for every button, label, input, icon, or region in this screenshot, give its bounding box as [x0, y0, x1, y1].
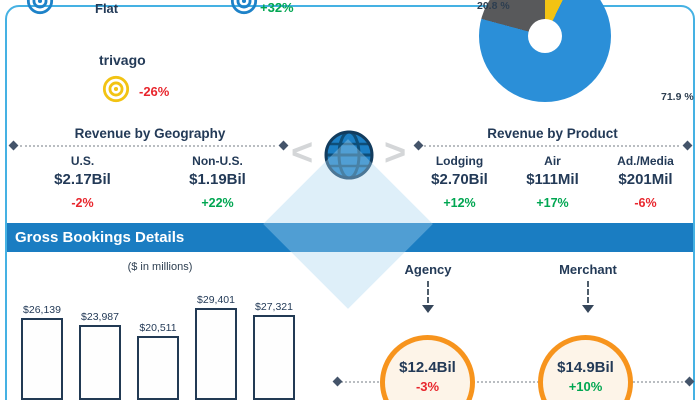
dotted-divider: [341, 381, 687, 383]
stat-value: $1.19Bil: [189, 171, 246, 188]
stat-change: -2%: [71, 196, 94, 210]
arrow-down-icon: [422, 305, 434, 313]
merchant-value: $14.9Bil: [557, 359, 614, 376]
stat-us: U.S. $2.17Bil -2%: [15, 154, 150, 210]
stat-label: U.S.: [70, 154, 95, 168]
flat-label: Flat: [95, 1, 119, 16]
gross-bookings-bar-chart: $26,139 $23,987 $20,511 $29,401 $27,321: [13, 289, 308, 400]
section-title-product: Revenue by Product: [487, 126, 618, 141]
dotted-divider: [424, 145, 679, 147]
bar-value-label: $27,321: [255, 300, 293, 313]
bar-column: $26,139: [13, 304, 71, 400]
section-banner: Gross Bookings Details: [7, 223, 693, 252]
bar: [21, 318, 63, 400]
agency-change: -3%: [415, 379, 440, 394]
product-stats: Lodging $2.70Bil +12% Air $111Mil +17% A…: [413, 154, 692, 210]
arrow-down-icon: [582, 305, 594, 313]
stat-change: +17%: [536, 196, 569, 210]
metric-change: +32%: [260, 0, 294, 15]
stat-lodging: Lodging $2.70Bil +12%: [413, 154, 506, 210]
geography-stats: U.S. $2.17Bil -2% Non-U.S. $1.19Bil +22%: [15, 154, 285, 210]
bar-column: $27,321: [245, 301, 303, 400]
trivago-change: -26%: [139, 84, 170, 99]
section-title-geography: Revenue by Geography: [74, 126, 226, 141]
stat-change: +12%: [443, 196, 476, 210]
dashed-arrow-line: [587, 281, 589, 303]
revenue-donut-chart: [479, 0, 611, 102]
trivago-label: trivago: [99, 52, 146, 68]
chevron-right-icon: >: [384, 132, 407, 174]
agency-label: Agency: [404, 262, 452, 277]
stat-value: $2.17Bil: [54, 171, 111, 188]
bullseye-icon: [102, 75, 130, 108]
stat-label: Non-U.S.: [192, 154, 243, 168]
bar: [253, 314, 295, 400]
stat-label: Lodging: [435, 154, 484, 168]
stat-label: Ad./Media: [617, 154, 674, 168]
bar-value-label: $26,139: [23, 304, 61, 317]
stat-value: $111Mil: [526, 171, 579, 188]
bar-value-label: $23,987: [81, 310, 119, 323]
bar-value-label: $29,401: [197, 294, 235, 306]
bar-chart-units-note: ($ in millions): [127, 261, 193, 273]
bar: [79, 324, 121, 400]
agency-value: $12.4Bil: [399, 359, 456, 376]
donut-hole: [528, 19, 562, 53]
bullseye-icon: [26, 0, 54, 20]
stat-ad-media: Ad./Media $201Mil -6%: [599, 154, 692, 210]
merchant-label: Merchant: [559, 262, 617, 277]
stat-value: $201Mil: [618, 171, 673, 188]
globe-icon: [323, 129, 375, 186]
stat-change: +22%: [201, 196, 234, 210]
bar: [195, 308, 237, 400]
chevron-left-icon: <: [291, 132, 314, 174]
stat-non-us: Non-U.S. $1.19Bil +22%: [150, 154, 285, 210]
bullseye-icon: [230, 0, 258, 20]
stat-change: -6%: [634, 196, 657, 210]
stat-label: Air: [544, 154, 561, 168]
bar-column: $20,511: [129, 322, 187, 400]
banner-title: Gross Bookings Details: [15, 229, 185, 246]
pie-label-gray: 20.8 %: [477, 0, 510, 12]
stat-value: $2.70Bil: [431, 171, 488, 188]
stat-air: Air $111Mil +17%: [506, 154, 599, 210]
dotted-divider: [20, 145, 275, 147]
bar: [137, 335, 179, 400]
bar-column: $29,401: [187, 294, 245, 400]
merchant-change: +10%: [568, 379, 603, 394]
dashed-arrow-line: [427, 281, 429, 303]
frame-border: [5, 5, 695, 400]
pie-label-blue: 71.9 %: [661, 91, 694, 103]
bar-column: $23,987: [71, 311, 129, 400]
bar-value-label: $20,511: [139, 321, 177, 334]
